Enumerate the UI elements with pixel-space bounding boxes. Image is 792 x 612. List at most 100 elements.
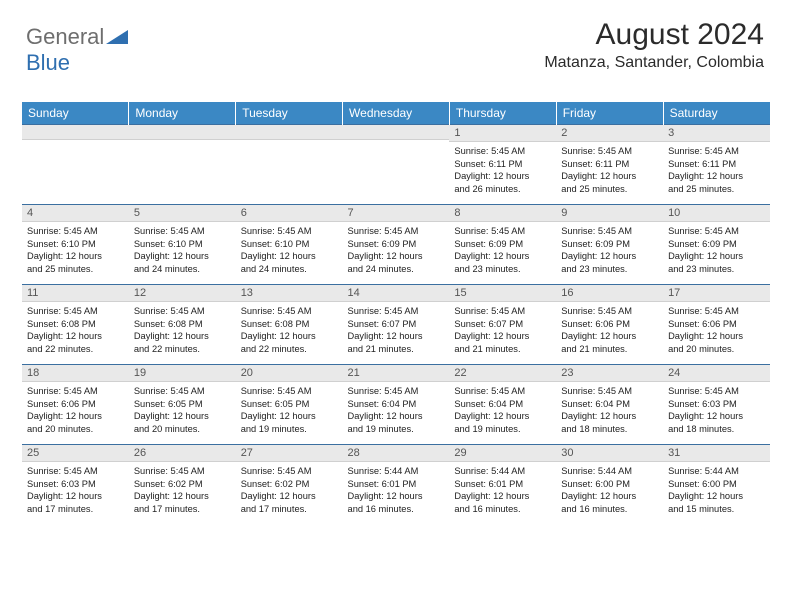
- calendar-day-cell: 18Sunrise: 5:45 AMSunset: 6:06 PMDayligh…: [22, 365, 129, 445]
- calendar-day-cell: 20Sunrise: 5:45 AMSunset: 6:05 PMDayligh…: [236, 365, 343, 445]
- day-number: 9: [556, 205, 663, 222]
- calendar-day-cell: 29Sunrise: 5:44 AMSunset: 6:01 PMDayligh…: [449, 445, 556, 525]
- day-content: Sunrise: 5:45 AMSunset: 6:08 PMDaylight:…: [22, 302, 129, 364]
- day-number: [343, 125, 450, 140]
- calendar-table: SundayMondayTuesdayWednesdayThursdayFrid…: [22, 102, 770, 524]
- day-content: Sunrise: 5:45 AMSunset: 6:09 PMDaylight:…: [556, 222, 663, 284]
- day-content: Sunrise: 5:45 AMSunset: 6:02 PMDaylight:…: [236, 462, 343, 524]
- day-content: [22, 140, 129, 202]
- day-number: 2: [556, 125, 663, 142]
- calendar-day-cell: 9Sunrise: 5:45 AMSunset: 6:09 PMDaylight…: [556, 205, 663, 285]
- calendar-week-row: 4Sunrise: 5:45 AMSunset: 6:10 PMDaylight…: [22, 205, 770, 285]
- day-number: 22: [449, 365, 556, 382]
- day-number: 24: [663, 365, 770, 382]
- calendar-day-cell: 13Sunrise: 5:45 AMSunset: 6:08 PMDayligh…: [236, 285, 343, 365]
- weekday-header: Wednesday: [343, 102, 450, 125]
- day-number: 12: [129, 285, 236, 302]
- day-content: Sunrise: 5:45 AMSunset: 6:09 PMDaylight:…: [343, 222, 450, 284]
- day-content: Sunrise: 5:44 AMSunset: 6:00 PMDaylight:…: [663, 462, 770, 524]
- calendar-day-cell: 6Sunrise: 5:45 AMSunset: 6:10 PMDaylight…: [236, 205, 343, 285]
- calendar-day-cell: [22, 125, 129, 205]
- calendar-week-row: 18Sunrise: 5:45 AMSunset: 6:06 PMDayligh…: [22, 365, 770, 445]
- day-number: 6: [236, 205, 343, 222]
- day-content: Sunrise: 5:45 AMSunset: 6:06 PMDaylight:…: [556, 302, 663, 364]
- weekday-header: Friday: [556, 102, 663, 125]
- calendar-week-row: 25Sunrise: 5:45 AMSunset: 6:03 PMDayligh…: [22, 445, 770, 525]
- calendar-day-cell: 21Sunrise: 5:45 AMSunset: 6:04 PMDayligh…: [343, 365, 450, 445]
- day-content: Sunrise: 5:45 AMSunset: 6:09 PMDaylight:…: [449, 222, 556, 284]
- day-number: 4: [22, 205, 129, 222]
- calendar-day-cell: 12Sunrise: 5:45 AMSunset: 6:08 PMDayligh…: [129, 285, 236, 365]
- brand-part1: General: [26, 24, 104, 49]
- calendar-day-cell: 24Sunrise: 5:45 AMSunset: 6:03 PMDayligh…: [663, 365, 770, 445]
- calendar-day-cell: 17Sunrise: 5:45 AMSunset: 6:06 PMDayligh…: [663, 285, 770, 365]
- day-content: Sunrise: 5:45 AMSunset: 6:03 PMDaylight:…: [663, 382, 770, 444]
- calendar-week-row: 11Sunrise: 5:45 AMSunset: 6:08 PMDayligh…: [22, 285, 770, 365]
- day-content: Sunrise: 5:45 AMSunset: 6:06 PMDaylight:…: [663, 302, 770, 364]
- day-number: 25: [22, 445, 129, 462]
- day-number: 3: [663, 125, 770, 142]
- weekday-header: Thursday: [449, 102, 556, 125]
- day-number: 14: [343, 285, 450, 302]
- day-content: Sunrise: 5:45 AMSunset: 6:09 PMDaylight:…: [663, 222, 770, 284]
- day-content: Sunrise: 5:45 AMSunset: 6:10 PMDaylight:…: [129, 222, 236, 284]
- day-number: 21: [343, 365, 450, 382]
- calendar-day-cell: [129, 125, 236, 205]
- calendar-day-cell: 10Sunrise: 5:45 AMSunset: 6:09 PMDayligh…: [663, 205, 770, 285]
- day-number: 30: [556, 445, 663, 462]
- day-content: Sunrise: 5:45 AMSunset: 6:03 PMDaylight:…: [22, 462, 129, 524]
- day-number: 5: [129, 205, 236, 222]
- brand-part2: Blue: [26, 50, 70, 75]
- day-number: 1: [449, 125, 556, 142]
- day-content: Sunrise: 5:44 AMSunset: 6:01 PMDaylight:…: [343, 462, 450, 524]
- calendar-day-cell: 8Sunrise: 5:45 AMSunset: 6:09 PMDaylight…: [449, 205, 556, 285]
- month-title: August 2024: [544, 18, 764, 52]
- day-content: Sunrise: 5:45 AMSunset: 6:02 PMDaylight:…: [129, 462, 236, 524]
- calendar-day-cell: 11Sunrise: 5:45 AMSunset: 6:08 PMDayligh…: [22, 285, 129, 365]
- day-number: 7: [343, 205, 450, 222]
- day-number: 26: [129, 445, 236, 462]
- day-content: [343, 140, 450, 202]
- header-right: August 2024 Matanza, Santander, Colombia: [544, 18, 764, 72]
- day-content: Sunrise: 5:45 AMSunset: 6:11 PMDaylight:…: [449, 142, 556, 204]
- day-number: 13: [236, 285, 343, 302]
- calendar-day-cell: 14Sunrise: 5:45 AMSunset: 6:07 PMDayligh…: [343, 285, 450, 365]
- day-content: Sunrise: 5:44 AMSunset: 6:00 PMDaylight:…: [556, 462, 663, 524]
- day-number: 16: [556, 285, 663, 302]
- day-number: 31: [663, 445, 770, 462]
- day-number: 20: [236, 365, 343, 382]
- day-number: 10: [663, 205, 770, 222]
- day-content: Sunrise: 5:45 AMSunset: 6:05 PMDaylight:…: [129, 382, 236, 444]
- day-number: 18: [22, 365, 129, 382]
- calendar-day-cell: 27Sunrise: 5:45 AMSunset: 6:02 PMDayligh…: [236, 445, 343, 525]
- day-content: Sunrise: 5:45 AMSunset: 6:08 PMDaylight:…: [129, 302, 236, 364]
- calendar-body: 1Sunrise: 5:45 AMSunset: 6:11 PMDaylight…: [22, 125, 770, 525]
- calendar-day-cell: [236, 125, 343, 205]
- day-content: Sunrise: 5:45 AMSunset: 6:04 PMDaylight:…: [449, 382, 556, 444]
- calendar-day-cell: 7Sunrise: 5:45 AMSunset: 6:09 PMDaylight…: [343, 205, 450, 285]
- calendar-day-cell: 16Sunrise: 5:45 AMSunset: 6:06 PMDayligh…: [556, 285, 663, 365]
- day-number: 28: [343, 445, 450, 462]
- day-number: 19: [129, 365, 236, 382]
- day-content: Sunrise: 5:45 AMSunset: 6:07 PMDaylight:…: [449, 302, 556, 364]
- calendar-day-cell: 19Sunrise: 5:45 AMSunset: 6:05 PMDayligh…: [129, 365, 236, 445]
- day-content: Sunrise: 5:45 AMSunset: 6:08 PMDaylight:…: [236, 302, 343, 364]
- location-text: Matanza, Santander, Colombia: [544, 54, 764, 72]
- calendar-day-cell: 5Sunrise: 5:45 AMSunset: 6:10 PMDaylight…: [129, 205, 236, 285]
- day-content: Sunrise: 5:45 AMSunset: 6:11 PMDaylight:…: [663, 142, 770, 204]
- day-number: 23: [556, 365, 663, 382]
- brand-text: General Blue: [26, 24, 128, 76]
- weekday-row: SundayMondayTuesdayWednesdayThursdayFrid…: [22, 102, 770, 125]
- calendar-day-cell: 31Sunrise: 5:44 AMSunset: 6:00 PMDayligh…: [663, 445, 770, 525]
- calendar-day-cell: 15Sunrise: 5:45 AMSunset: 6:07 PMDayligh…: [449, 285, 556, 365]
- day-content: Sunrise: 5:45 AMSunset: 6:06 PMDaylight:…: [22, 382, 129, 444]
- day-content: Sunrise: 5:45 AMSunset: 6:10 PMDaylight:…: [22, 222, 129, 284]
- calendar-week-row: 1Sunrise: 5:45 AMSunset: 6:11 PMDaylight…: [22, 125, 770, 205]
- day-number: [129, 125, 236, 140]
- calendar-day-cell: 2Sunrise: 5:45 AMSunset: 6:11 PMDaylight…: [556, 125, 663, 205]
- day-number: 29: [449, 445, 556, 462]
- weekday-header: Tuesday: [236, 102, 343, 125]
- weekday-header: Saturday: [663, 102, 770, 125]
- day-number: 8: [449, 205, 556, 222]
- day-content: Sunrise: 5:45 AMSunset: 6:04 PMDaylight:…: [343, 382, 450, 444]
